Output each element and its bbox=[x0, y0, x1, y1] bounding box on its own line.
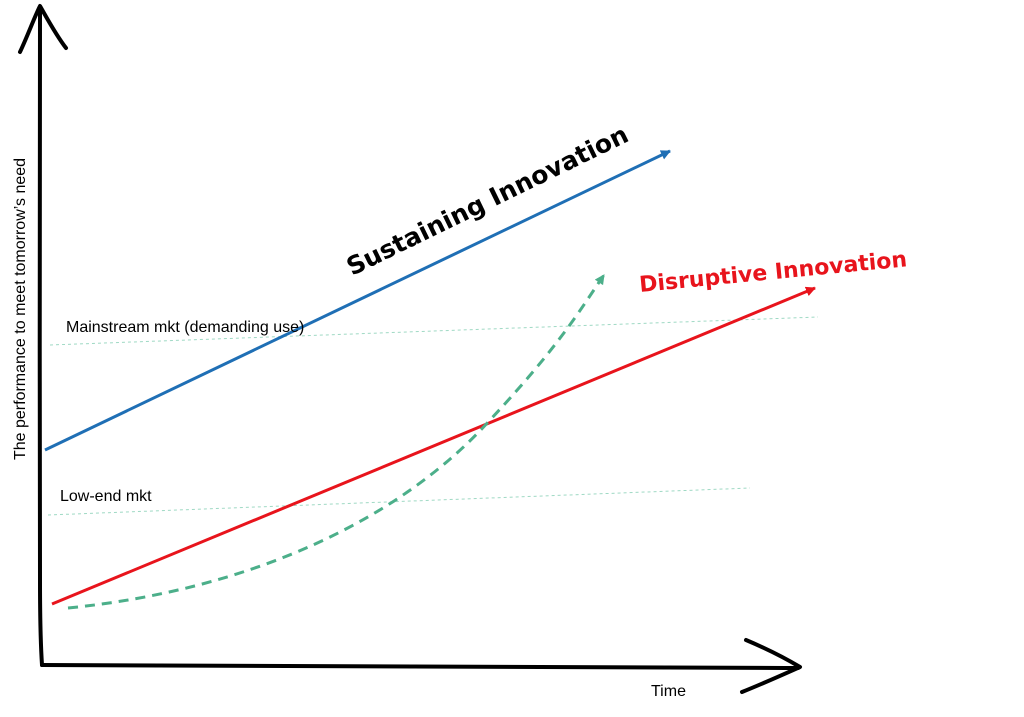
low-end-market-label: Low-end mkt bbox=[60, 488, 152, 505]
sustaining-innovation-line bbox=[44, 149, 671, 452]
y-axis-label: The performance to meet tomorrow’s need bbox=[12, 158, 29, 460]
new-market-curve bbox=[67, 274, 606, 610]
sustaining-innovation-label: Sustaining Innovation bbox=[342, 120, 633, 282]
y-axis-arrowhead bbox=[18, 4, 68, 54]
x-axis-arrowhead bbox=[740, 638, 802, 694]
x-axis-label: Time bbox=[651, 683, 686, 700]
low-end-market-line bbox=[47, 487, 751, 516]
mainstream-market-line bbox=[49, 316, 819, 346]
x-axis-line bbox=[40, 663, 800, 670]
y-axis-line bbox=[37, 6, 44, 667]
disruptive-innovation-line bbox=[51, 286, 816, 606]
mainstream-market-label: Mainstream mkt (demanding use) bbox=[66, 319, 304, 336]
disruptive-innovation-label: Disruptive Innovation bbox=[638, 247, 908, 298]
